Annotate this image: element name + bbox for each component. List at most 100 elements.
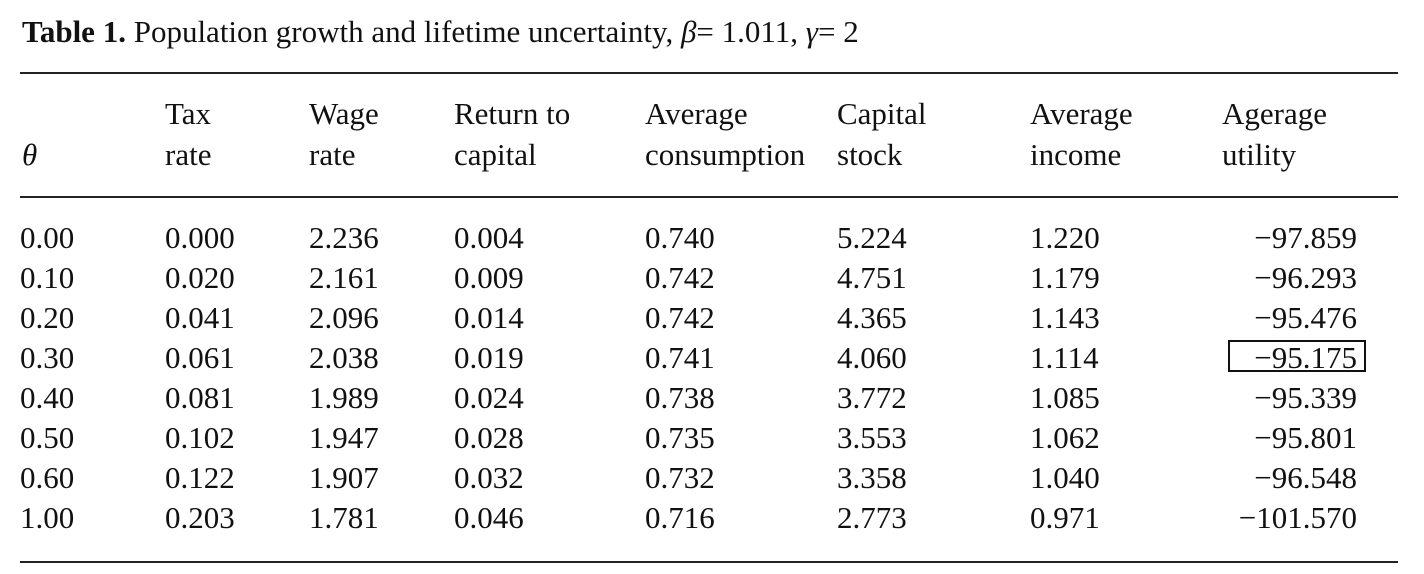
header-average-income: Average income (1030, 93, 1133, 175)
header-line: rate (309, 137, 356, 172)
header-wage-rate: Wage rate (309, 93, 379, 175)
cell-theta: 0.60 (20, 460, 75, 495)
table-label: Table 1. (22, 14, 126, 49)
cell-tax-rate: 0.122 (165, 460, 235, 495)
cell-average-consumption: 0.741 (645, 340, 715, 375)
cell-average-utility: −96.548 (1254, 460, 1357, 495)
cell-tax-rate: 0.000 (165, 220, 235, 255)
cell-average-consumption: 0.716 (645, 500, 715, 535)
cell-average-income: 0.971 (1030, 500, 1100, 535)
cell-average-consumption: 0.742 (645, 300, 715, 335)
cell-average-consumption: 0.740 (645, 220, 715, 255)
header-line: rate (165, 137, 212, 172)
cell-wage-rate: 1.947 (309, 420, 379, 455)
header-line: income (1030, 137, 1122, 172)
header-line: Tax (165, 96, 212, 131)
header-rule (20, 196, 1398, 198)
table-row: 0.00 0.000 2.236 0.004 0.740 5.224 1.220… (0, 218, 1424, 258)
cell-average-income: 1.085 (1030, 380, 1100, 415)
caption-text: Population growth and lifetime uncertain… (133, 14, 674, 49)
cell-tax-rate: 0.020 (165, 260, 235, 295)
header-line: Wage (309, 96, 379, 131)
cell-capital-stock: 3.772 (837, 380, 907, 415)
cell-tax-rate: 0.081 (165, 380, 235, 415)
cell-return-to-capital: 0.046 (454, 500, 524, 535)
cell-theta: 0.30 (20, 340, 75, 375)
cell-theta: 0.40 (20, 380, 75, 415)
cell-return-to-capital: 0.014 (454, 300, 524, 335)
header-average-consumption: Average consumption (645, 93, 805, 175)
cell-return-to-capital: 0.032 (454, 460, 524, 495)
bottom-rule (20, 561, 1398, 563)
cell-average-income: 1.040 (1030, 460, 1100, 495)
cell-return-to-capital: 0.019 (454, 340, 524, 375)
table-row: 0.10 0.020 2.161 0.009 0.742 4.751 1.179… (0, 258, 1424, 298)
cell-average-utility: −101.570 (1238, 500, 1357, 535)
cell-wage-rate: 2.038 (309, 340, 379, 375)
header-return-to-capital: Return to capital (454, 93, 570, 175)
cell-average-income: 1.179 (1030, 260, 1100, 295)
cell-average-utility: −96.293 (1254, 260, 1357, 295)
cell-capital-stock: 5.224 (837, 220, 907, 255)
cell-average-utility: −95.476 (1254, 300, 1357, 335)
header-theta: θ (22, 137, 38, 172)
table-row: 0.30 0.061 2.038 0.019 0.741 4.060 1.114… (0, 338, 1424, 378)
cell-capital-stock: 3.358 (837, 460, 907, 495)
table-row: 1.00 0.203 1.781 0.046 0.716 2.773 0.971… (0, 498, 1424, 538)
cell-tax-rate: 0.041 (165, 300, 235, 335)
cell-wage-rate: 1.989 (309, 380, 379, 415)
cell-return-to-capital: 0.024 (454, 380, 524, 415)
cell-capital-stock: 3.553 (837, 420, 907, 455)
table-row: 0.40 0.081 1.989 0.024 0.738 3.772 1.085… (0, 378, 1424, 418)
cell-theta: 0.50 (20, 420, 75, 455)
table-caption: Table 1. Population growth and lifetime … (22, 12, 859, 52)
cell-wage-rate: 1.781 (309, 500, 379, 535)
cell-wage-rate: 2.096 (309, 300, 379, 335)
cell-theta: 1.00 (20, 500, 75, 535)
cell-capital-stock: 4.751 (837, 260, 907, 295)
cell-capital-stock: 2.773 (837, 500, 907, 535)
cell-average-income: 1.220 (1030, 220, 1100, 255)
cell-average-consumption: 0.735 (645, 420, 715, 455)
cell-wage-rate: 2.236 (309, 220, 379, 255)
header-line: Agerage (1222, 96, 1327, 131)
table-row: 0.50 0.102 1.947 0.028 0.735 3.553 1.062… (0, 418, 1424, 458)
cell-capital-stock: 4.365 (837, 300, 907, 335)
cell-tax-rate: 0.061 (165, 340, 235, 375)
header-tax-rate: Tax rate (165, 93, 211, 175)
header-line: Average (645, 96, 748, 131)
header-line: utility (1222, 137, 1297, 172)
cell-wage-rate: 2.161 (309, 260, 379, 295)
header-line: stock (837, 137, 903, 172)
cell-average-utility-boxed: −95.175 (1254, 340, 1357, 375)
cell-average-utility: −97.859 (1254, 220, 1357, 255)
header-line: Capital (837, 96, 927, 131)
gamma-value: = 2 (817, 14, 859, 49)
cell-tax-rate: 0.203 (165, 500, 235, 535)
gamma-symbol: γ (805, 14, 818, 49)
cell-tax-rate: 0.102 (165, 420, 235, 455)
header-average-utility: Agerage utility (1222, 93, 1327, 175)
header-capital-stock: Capital stock (837, 93, 927, 175)
cell-average-income: 1.062 (1030, 420, 1100, 455)
cell-theta: 0.10 (20, 260, 75, 295)
beta-symbol: β (680, 14, 697, 49)
cell-theta: 0.20 (20, 300, 75, 335)
header-line: consumption (645, 137, 806, 172)
header-line: capital (454, 137, 537, 172)
cell-average-income: 1.114 (1030, 340, 1099, 375)
header-line: Return to (454, 96, 571, 131)
cell-return-to-capital: 0.004 (454, 220, 524, 255)
cell-average-consumption: 0.738 (645, 380, 715, 415)
cell-return-to-capital: 0.009 (454, 260, 524, 295)
table-row: 0.20 0.041 2.096 0.014 0.742 4.365 1.143… (0, 298, 1424, 338)
cell-average-consumption: 0.742 (645, 260, 715, 295)
cell-wage-rate: 1.907 (309, 460, 379, 495)
cell-average-income: 1.143 (1030, 300, 1100, 335)
cell-average-consumption: 0.732 (645, 460, 715, 495)
cell-theta: 0.00 (20, 220, 75, 255)
header-line: Average (1030, 96, 1133, 131)
beta-value: = 1.011, (696, 14, 799, 49)
cell-average-utility: −95.339 (1254, 380, 1357, 415)
table-row: 0.60 0.122 1.907 0.032 0.732 3.358 1.040… (0, 458, 1424, 498)
